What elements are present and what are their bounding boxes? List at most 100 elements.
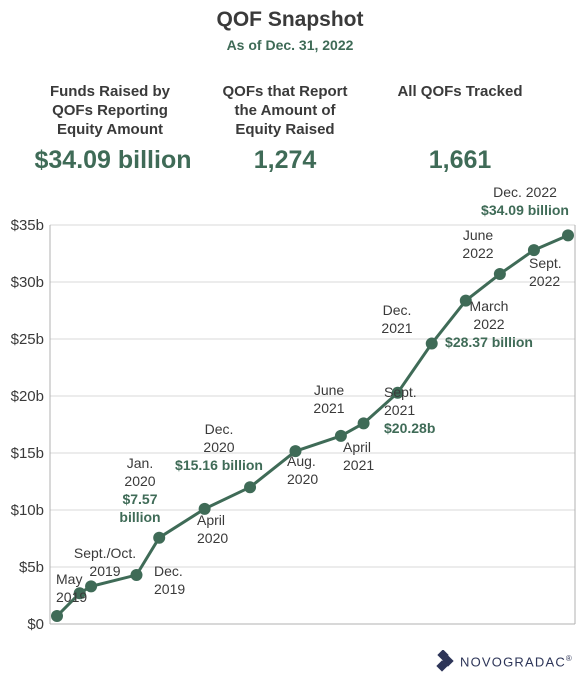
annotation-value: $15.16 billion bbox=[175, 457, 263, 473]
annotation-label: May 2019 bbox=[56, 571, 87, 605]
annotation-date: Dec. bbox=[154, 563, 183, 579]
annotation-date: 2019 bbox=[89, 563, 120, 579]
data-point bbox=[153, 531, 166, 544]
y-tick-label: $35b bbox=[11, 217, 44, 234]
annotation-date: June bbox=[314, 382, 345, 398]
annotation-date: June bbox=[463, 227, 494, 243]
annotation-value: $28.37 billion bbox=[445, 334, 533, 350]
data-point bbox=[289, 445, 302, 458]
chart-series bbox=[51, 229, 574, 623]
data-point bbox=[425, 337, 438, 350]
annotation-date: 2021 bbox=[343, 457, 374, 473]
novogradac-logo: NOVOGRADAC® bbox=[434, 650, 573, 674]
chart-annotations: May 2019 Sept./Oct. 2019 Dec. 2019 Jan. 2020 $7.… bbox=[56, 184, 569, 605]
stat-label-qofs-reporting: QOFs that Report the Amount of Equity Ra… bbox=[205, 82, 365, 139]
stat-label-all-qofs: All QOFs Tracked bbox=[380, 82, 540, 101]
annotation-label: Sept. 2021 $20.28b bbox=[384, 384, 435, 436]
annotation-date: 2021 bbox=[381, 320, 412, 336]
chart-axes: $0 $5b $10b $15b $20b $25b $30b $35b bbox=[11, 217, 576, 633]
brand-registered-mark: ® bbox=[565, 654, 574, 664]
chart-grid bbox=[50, 224, 575, 625]
annotation-date: Sept./Oct. bbox=[74, 545, 136, 561]
annotation-date: 2022 bbox=[529, 273, 560, 289]
data-point bbox=[459, 294, 472, 307]
annotation-label: March 2022 $28.37 billion bbox=[445, 298, 533, 350]
annotation-date: 2019 bbox=[154, 581, 185, 597]
data-point bbox=[527, 244, 540, 257]
page-title: QOF Snapshot bbox=[216, 8, 364, 31]
y-tick-label: $30b bbox=[11, 274, 44, 291]
annotation-date: Jan. bbox=[127, 455, 153, 471]
annotation-date: 2022 bbox=[462, 245, 493, 261]
brand-name-text: NOVOGRADAC bbox=[460, 654, 566, 670]
annotation-value: $7.57 bbox=[122, 491, 157, 507]
stat-label-line: All QOFs Tracked bbox=[397, 83, 523, 100]
data-point bbox=[334, 429, 347, 442]
annotation-label: Jan. 2020 $7.57 billion bbox=[119, 455, 160, 525]
novogradac-diamond-icon bbox=[436, 650, 454, 672]
annotation-label: Dec. 2021 bbox=[381, 302, 412, 336]
annotation-date: 2022 bbox=[473, 316, 504, 332]
data-point bbox=[198, 502, 211, 515]
data-point bbox=[51, 610, 63, 623]
page-subtitle: As of Dec. 31, 2022 bbox=[226, 37, 354, 53]
annotation-value: billion bbox=[119, 509, 160, 525]
y-tick-label: $10b bbox=[11, 502, 44, 519]
annotation-date: Dec. bbox=[205, 421, 234, 437]
annotation-date: 2019 bbox=[56, 589, 87, 605]
annotation-label: June 2021 bbox=[313, 382, 344, 416]
annotation-label: Aug. 2020 bbox=[287, 453, 318, 487]
annotation-label: Dec. 2019 bbox=[154, 563, 185, 597]
annotation-label: April 2021 bbox=[343, 439, 374, 473]
data-point bbox=[562, 229, 574, 242]
data-point bbox=[244, 481, 257, 494]
data-point bbox=[73, 587, 86, 600]
annotation-date: Sept. bbox=[529, 255, 562, 271]
annotation-date: 2020 bbox=[203, 439, 234, 455]
stat-label-line: QOFs that Report bbox=[222, 83, 348, 100]
annotation-label: Dec. 2020 $15.16 billion bbox=[175, 421, 263, 473]
annotation-label: June 2022 bbox=[462, 227, 493, 261]
data-point bbox=[85, 580, 98, 593]
stat-label-line: Equity Amount bbox=[56, 121, 164, 138]
annotation-date: Sept. bbox=[384, 384, 417, 400]
annotation-label: April 2020 bbox=[197, 512, 228, 546]
annotation-date: Aug. bbox=[287, 453, 316, 469]
data-point bbox=[130, 568, 143, 581]
annotation-date: 2021 bbox=[313, 400, 344, 416]
annotation-label: Sept. 2022 bbox=[529, 255, 562, 289]
stat-label-line: QOFs Reporting bbox=[52, 102, 168, 119]
data-point bbox=[391, 386, 404, 399]
stat-value-all-qofs: 1,661 bbox=[428, 146, 492, 174]
annotation-date: April bbox=[343, 439, 371, 455]
annotation-date: April bbox=[197, 512, 225, 528]
annotation-date: Dec. bbox=[383, 302, 412, 318]
stat-value-qofs-reporting: 1,274 bbox=[253, 146, 317, 174]
stat-label-line: the Amount of bbox=[234, 102, 336, 119]
annotation-value: $34.09 billion bbox=[481, 202, 569, 218]
y-tick-label: $15b bbox=[11, 445, 44, 462]
annotation-date: March bbox=[470, 298, 509, 314]
annotation-date: Dec. 2022 bbox=[493, 184, 557, 200]
annotation-label: Dec. 2022 $34.09 billion bbox=[481, 184, 569, 218]
annotation-value: $20.28b bbox=[384, 420, 435, 436]
stat-label-line: Funds Raised by bbox=[49, 83, 171, 100]
data-point bbox=[493, 268, 506, 281]
y-tick-label: $25b bbox=[11, 331, 44, 348]
series-line bbox=[55, 233, 569, 618]
annotation-date: 2021 bbox=[384, 402, 415, 418]
annotation-date: 2020 bbox=[124, 473, 155, 489]
annotation-date: 2020 bbox=[197, 530, 228, 546]
annotation-date: May bbox=[56, 571, 82, 587]
stat-label-line: Equity Raised bbox=[235, 121, 335, 138]
annotation-label: Sept./Oct. 2019 bbox=[74, 545, 136, 579]
annotation-date: 2020 bbox=[287, 471, 318, 487]
y-tick-label: $5b bbox=[19, 559, 44, 576]
stat-label-funds-raised: Funds Raised by QOFs Reporting Equity Am… bbox=[20, 82, 200, 139]
data-point bbox=[357, 417, 370, 430]
y-tick-label: $20b bbox=[11, 388, 44, 405]
y-tick-label: $0 bbox=[27, 616, 44, 633]
brand-name: NOVOGRADAC® bbox=[460, 654, 573, 669]
